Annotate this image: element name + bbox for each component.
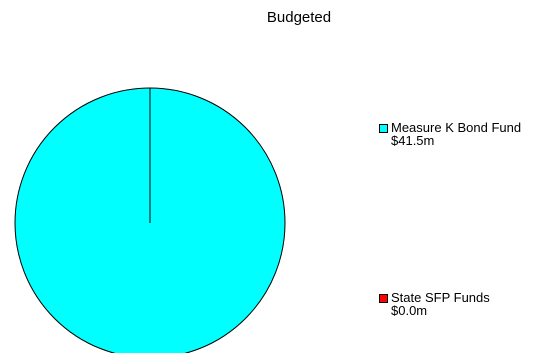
- legend-value-measure-k: $41.5m: [391, 133, 435, 148]
- legend-label-state-sfp: State SFP Funds: [391, 290, 490, 305]
- legend-value-state-sfp: $0.0m: [391, 303, 428, 318]
- legend-label-measure-k: Measure K Bond Fund: [391, 120, 522, 135]
- chart-title: Budgeted: [266, 9, 332, 26]
- legend-swatch-state-sfp: [379, 294, 388, 303]
- legend-swatch-measure-k: [379, 124, 388, 133]
